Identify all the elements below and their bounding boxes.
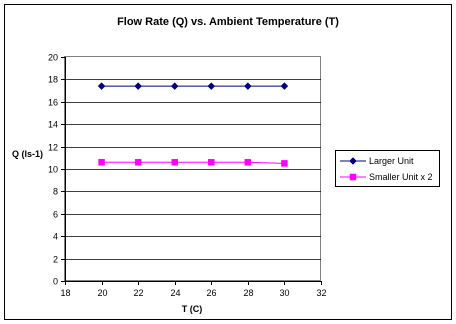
legend: Larger Unit Smaller Unit x 2: [335, 150, 440, 187]
x-tick-label: 26: [206, 288, 216, 298]
y-tick-label: 0: [53, 277, 58, 287]
y-tick-label: 6: [53, 210, 58, 220]
x-tick-label: 18: [60, 288, 70, 298]
y-tick-label: 20: [48, 53, 58, 63]
series: [97, 82, 289, 167]
y-tick-label: 2: [53, 255, 58, 265]
data-point: [170, 82, 179, 90]
data-point: [244, 82, 252, 90]
legend-items: Larger Unit Smaller Unit x 2: [340, 156, 433, 182]
data-point: [208, 159, 215, 166]
y-tick-label: 8: [53, 187, 58, 197]
x-tick-label: 20: [97, 288, 107, 298]
y-tick-label: 4: [53, 232, 58, 242]
y-tick-label: 16: [48, 98, 58, 108]
data-point: [207, 82, 216, 90]
x-tick-label: 24: [170, 288, 180, 298]
legend-swatch-marker: [349, 173, 357, 181]
gridlines: [65, 79, 321, 260]
legend-label: Smaller Unit x 2: [369, 172, 433, 182]
data-point: [171, 159, 178, 166]
x-tick-label: 28: [243, 288, 253, 298]
series-2: [98, 159, 288, 167]
legend-box: [335, 150, 440, 187]
data-point: [134, 159, 142, 166]
x-tick-label: 22: [133, 288, 143, 298]
legend-swatch-marker: [349, 157, 357, 165]
plot-area: [64, 56, 321, 281]
x-tick-label: 30: [279, 288, 289, 298]
y-tick-label: 18: [48, 75, 58, 85]
y-tick-label: 10: [48, 165, 58, 175]
y-tick-label: 14: [48, 120, 58, 130]
x-tick-label: 32: [316, 288, 326, 298]
series-1: [97, 82, 289, 90]
data-point: [97, 82, 106, 90]
data-point: [281, 160, 288, 167]
data-point: [244, 159, 252, 166]
data-point: [134, 82, 142, 90]
x-axis-title: T (C): [182, 304, 203, 314]
y-tick-label: 12: [48, 143, 58, 153]
chart-title: Flow Rate (Q) vs. Ambient Temperature (T…: [117, 16, 339, 28]
series-line: [101, 161, 285, 164]
data-point: [98, 159, 105, 166]
legend-label: Larger Unit: [369, 156, 414, 166]
data-point: [280, 82, 289, 90]
y-axis-title: Q (ls-1): [12, 149, 43, 159]
